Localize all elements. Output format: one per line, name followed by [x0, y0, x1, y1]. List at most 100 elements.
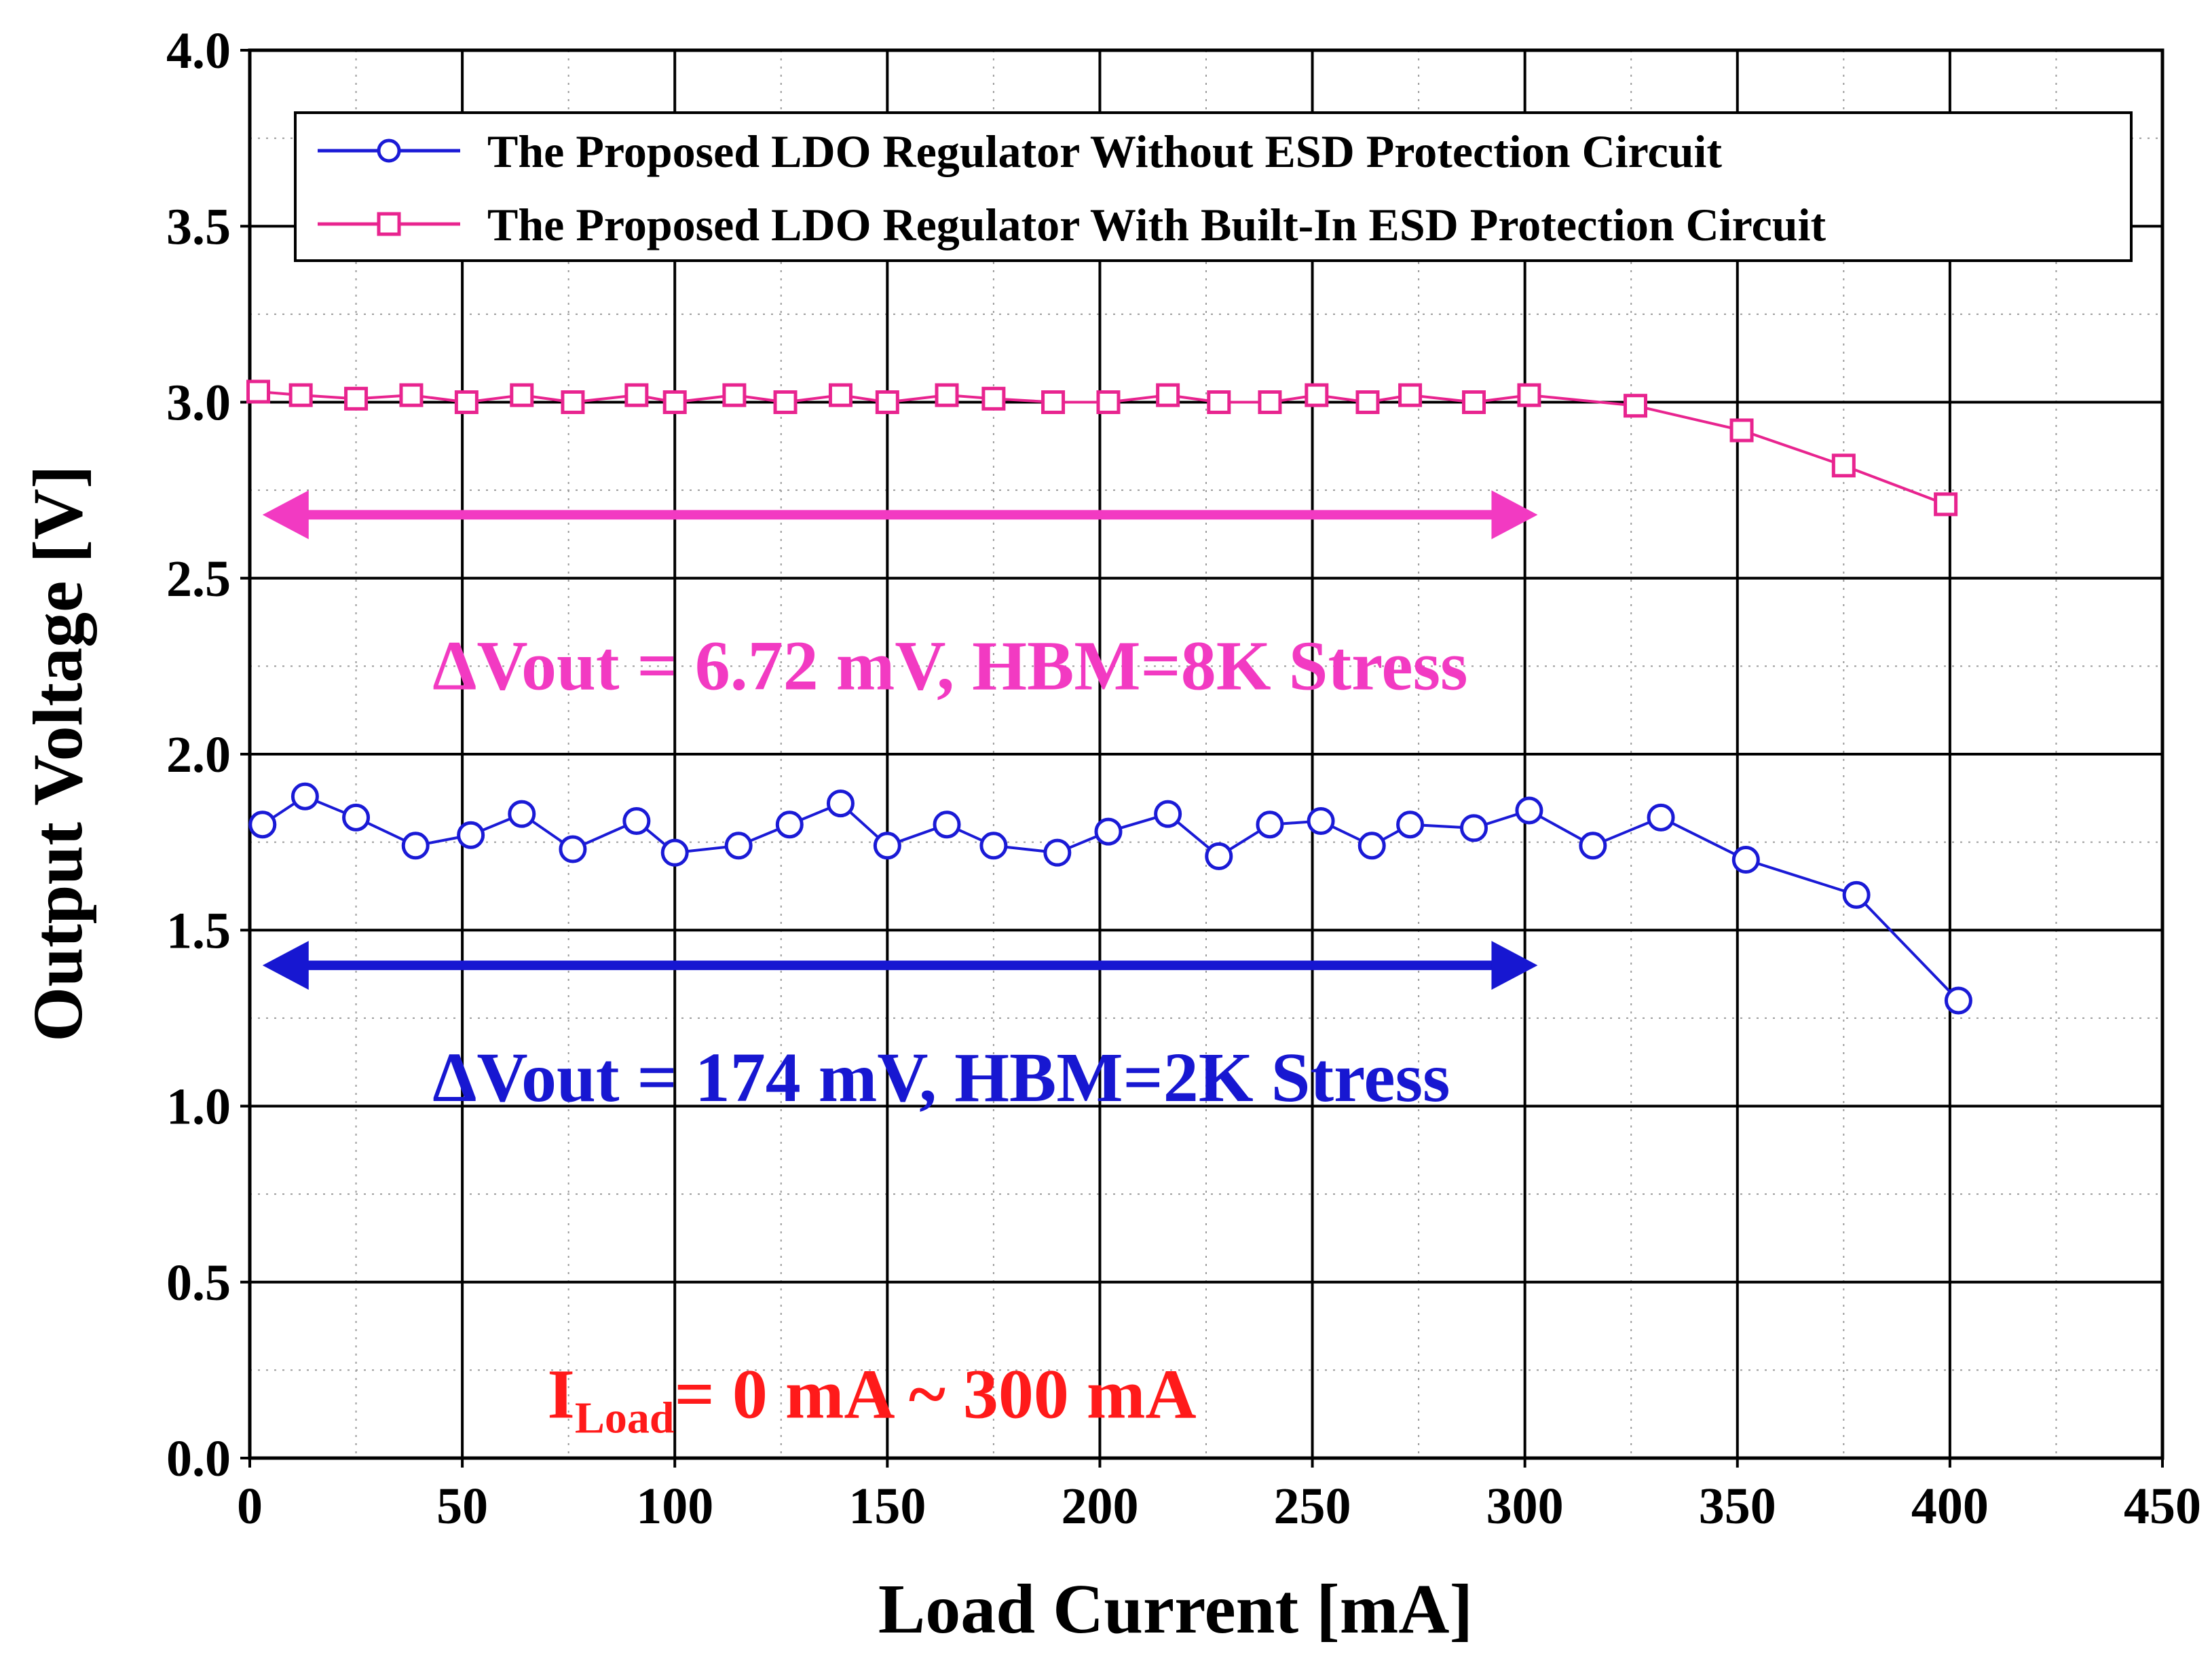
x-tick-label: 400 [1911, 1478, 1989, 1535]
series-2-point [454, 390, 479, 414]
annotations: ΔVout = 6.72 mV, HBM=8K Stress ΔVout = 17… [262, 490, 1538, 1117]
series-2-point [662, 390, 687, 414]
legend: The Proposed LDO Regulator Without ESD P… [294, 111, 2133, 262]
series-2-point [344, 386, 369, 411]
series-2-point [722, 383, 747, 407]
series-1-point [1842, 880, 1871, 909]
y-tick-label: 2.0 [166, 726, 231, 783]
load-label-base: I [547, 1356, 574, 1434]
blue_range-label: ΔVout = 174 mV, HBM=2K Stress [432, 1039, 1450, 1117]
x-tick-label: 50 [436, 1478, 488, 1535]
pink_range-label: ΔVout = 6.72 mV, HBM=8K Stress [432, 627, 1467, 705]
series-1-point [1357, 832, 1386, 860]
series-layer [246, 379, 1972, 1015]
series-1-point [873, 832, 901, 860]
series-1-point [1731, 846, 1760, 874]
load-label-rest: = 0 mA ~ 300 mA [675, 1356, 1197, 1434]
pink_range-arrow-head-left [262, 490, 309, 540]
series-1-point [559, 835, 587, 863]
series-1-point [1154, 800, 1182, 828]
series-1-point [248, 810, 277, 839]
series-1-point [1944, 986, 1972, 1015]
series-2-point [875, 390, 899, 414]
y-tick-label: 4.0 [166, 22, 231, 79]
series-2-point [1398, 383, 1423, 407]
legend-box [294, 111, 2133, 262]
series-1-point [508, 800, 536, 828]
series-1-point [457, 821, 485, 849]
series-1-point [1256, 810, 1284, 839]
series-2-point [561, 390, 585, 414]
series-2-point [1305, 383, 1329, 407]
blue_range-arrow-head-left [262, 941, 309, 990]
series-2-point [1355, 390, 1380, 414]
series-1-point [826, 789, 855, 818]
series-2-point [399, 383, 424, 407]
series-1-point [979, 832, 1008, 860]
y-axis-ticks: 0.0 0.5 1.0 1.5 2.0 2.5 3.0 3.5 4.0 [166, 22, 250, 1487]
series-2-point [1462, 390, 1486, 414]
y-tick-label: 0.0 [166, 1430, 231, 1487]
series-1-point [1647, 803, 1675, 832]
series-2-point [1623, 394, 1647, 418]
series-2-point [624, 383, 649, 407]
series-1-point [1515, 796, 1543, 825]
legend-label-series-2: The Proposed LDO Regulator With Built-In… [487, 199, 1826, 250]
x-tick-label: 300 [1486, 1478, 1564, 1535]
x-tick-label: 100 [636, 1478, 713, 1535]
series-2-point [510, 383, 534, 407]
series-2-point [1831, 453, 1856, 478]
series-1-point [290, 782, 319, 810]
y-tick-label: 3.0 [166, 375, 231, 432]
series-1-point [342, 803, 371, 832]
y-axis-title: Output Voltage [V] [19, 465, 97, 1041]
x-tick-label: 0 [237, 1478, 263, 1535]
series-2-point [1096, 390, 1121, 414]
load-current-range-label: ILoad= 0 mA ~ 300 mA [547, 1356, 1196, 1443]
series-2-point [935, 383, 959, 407]
series-2-point [981, 386, 1006, 411]
y-tick-label: 0.5 [166, 1254, 231, 1311]
series-2-point [1041, 390, 1066, 414]
y-tick-label: 1.5 [166, 902, 231, 959]
legend-marker-series-2 [377, 212, 401, 236]
series-1-point [660, 838, 689, 867]
series-1-point [1307, 807, 1335, 836]
x-tick-label: 350 [1699, 1478, 1776, 1535]
series-2-point [773, 390, 798, 414]
series-1-point [1579, 832, 1607, 860]
blue_range-arrow-head-right [1491, 941, 1538, 990]
series-1-point [933, 810, 961, 839]
y-tick-label: 1.0 [166, 1079, 231, 1136]
series-2-point [1517, 383, 1541, 407]
series-1-point [1460, 814, 1488, 842]
x-tick-label: 200 [1061, 1478, 1138, 1535]
series-1-point [724, 832, 753, 860]
legend-marker-series-1 [377, 138, 401, 163]
series-2-point [246, 379, 271, 404]
series-2-point [1934, 492, 1958, 517]
series-1-point [1396, 810, 1425, 839]
y-tick-label: 2.5 [166, 551, 231, 608]
series-2-point [1207, 390, 1231, 414]
series-1-point [1043, 838, 1072, 867]
legend-label-series-1: The Proposed LDO Regulator Without ESD P… [487, 126, 1722, 177]
series-1-point [1094, 817, 1123, 846]
major-gridlines [250, 50, 2162, 1458]
y-tick-label: 3.5 [166, 198, 231, 255]
x-axis-ticks: 0 50 100 150 200 250 300 350 400 450 [237, 1458, 2201, 1535]
series-2-point [828, 383, 852, 407]
series-1-point [1205, 842, 1233, 870]
x-tick-label: 450 [2124, 1478, 2201, 1535]
series-1-point [775, 810, 804, 839]
series-2-point [288, 383, 313, 407]
series-1-point [622, 807, 651, 836]
series-2-point [1258, 390, 1282, 414]
x-tick-label: 250 [1274, 1478, 1351, 1535]
pink_range-arrow-head-right [1491, 490, 1538, 540]
series-1-point [401, 832, 430, 860]
load-label-subscript: Load [575, 1394, 675, 1443]
series-2-point [1156, 383, 1180, 407]
x-tick-label: 150 [848, 1478, 926, 1535]
